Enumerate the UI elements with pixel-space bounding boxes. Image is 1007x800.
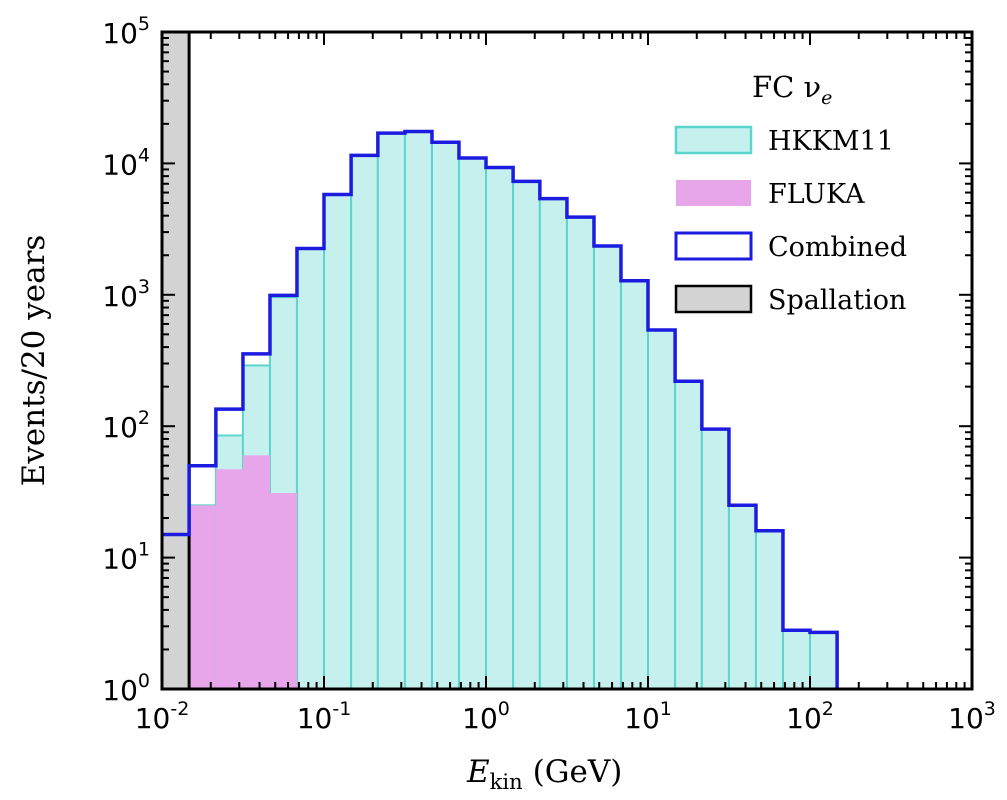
x-axis-title-sub: kin xyxy=(490,770,523,794)
hkkm11-bar xyxy=(430,141,460,689)
y-tick-label: 102 xyxy=(102,407,150,444)
fluka-bar xyxy=(189,505,216,689)
hkkm11-bar xyxy=(781,629,812,689)
legend-label-hkkm11: HKKM11 xyxy=(768,126,894,157)
x-tick-label: 101 xyxy=(624,698,672,735)
hkkm11-bar xyxy=(592,245,622,689)
plot-frame xyxy=(160,30,974,691)
legend-swatch-fluka xyxy=(676,180,751,206)
legend-swatch-hkkm11 xyxy=(674,125,753,155)
hkkm11-bar xyxy=(727,504,757,689)
histogram-bars xyxy=(162,32,839,689)
x-tick-label: 100 xyxy=(462,698,510,735)
hkkm11-bar xyxy=(512,180,541,689)
hkkm11-bar xyxy=(674,380,703,689)
legend-title: FC νe xyxy=(752,70,832,109)
fluka-bar xyxy=(242,455,270,689)
legend-swatch-combined xyxy=(674,231,753,261)
hkkm11-bar xyxy=(565,216,595,689)
fluka-bar xyxy=(215,469,243,689)
spallation-bar xyxy=(162,32,190,689)
hkkm11-bar xyxy=(809,631,839,689)
x-axis-title-main: E xyxy=(466,754,490,790)
x-tick-label: 10-1 xyxy=(297,698,352,735)
x-axis-title: Ekin (GeV) xyxy=(466,754,622,794)
hkkm11-bar xyxy=(754,529,784,689)
x-tick-label: 10-2 xyxy=(135,698,190,735)
legend-label-spallation: Spallation xyxy=(768,285,906,316)
x-tick-label: 102 xyxy=(786,698,834,735)
plot-area xyxy=(162,32,839,689)
hkkm11-bar xyxy=(295,247,325,689)
y-tick-label: 103 xyxy=(102,276,150,313)
y-tick-label: 105 xyxy=(102,13,150,50)
y-tick-label: 101 xyxy=(102,539,150,576)
hkkm11-bar xyxy=(323,193,353,689)
hkkm11-bar xyxy=(350,154,379,689)
hkkm11-bar xyxy=(647,328,677,689)
hkkm11-bar xyxy=(457,156,487,689)
hkkm11-bar xyxy=(485,166,515,689)
hkkm11-bar xyxy=(403,130,433,689)
y-tick-label: 100 xyxy=(102,670,150,707)
hkkm11-bar xyxy=(538,197,568,689)
fluka-bar xyxy=(269,493,297,689)
y-axis-title: Events/20 years xyxy=(16,235,52,487)
combined-step-line xyxy=(162,129,839,689)
hkkm11-bar xyxy=(376,132,406,689)
hkkm11-bar xyxy=(619,279,650,689)
legend-swatch-spallation xyxy=(674,284,753,314)
x-axis-title-unit: (GeV) xyxy=(533,754,623,790)
x-tick-label: 103 xyxy=(948,698,996,735)
hkkm11-bar xyxy=(700,428,730,689)
axes: 10-2 10-1 100 101 102 103 100 101 102 103 104 105 xyxy=(102,13,996,735)
legend: FC νe HKKM11 FLUKA Combined Spallation xyxy=(674,70,907,316)
y-tick-label: 104 xyxy=(102,144,150,181)
legend-label-fluka: FLUKA xyxy=(768,179,865,210)
legend-label-combined: Combined xyxy=(768,232,907,263)
